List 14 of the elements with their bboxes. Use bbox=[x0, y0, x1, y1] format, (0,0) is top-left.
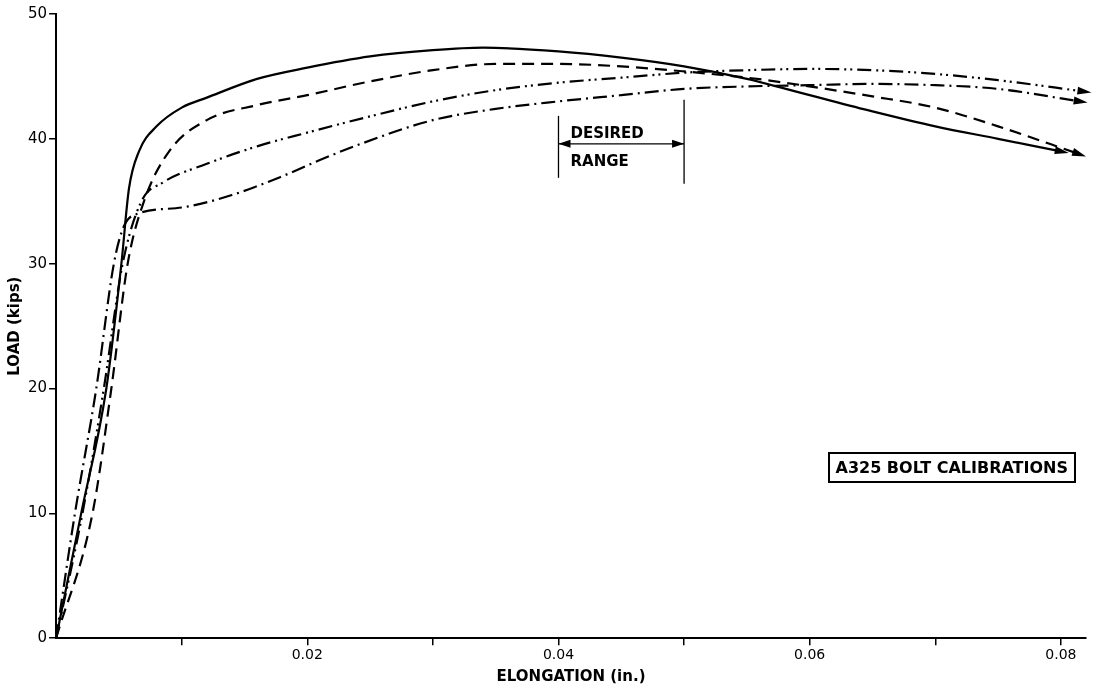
y-axis-title: LOAD (kips) bbox=[4, 276, 23, 376]
annotation: DESIRED RANGE bbox=[570, 123, 644, 170]
y-tick-label: 0 bbox=[37, 628, 48, 647]
y-tick-label: 30 bbox=[27, 253, 48, 272]
y-tick-label: 20 bbox=[27, 378, 48, 397]
annotation: A325 BOLT CALIBRATIONS bbox=[827, 452, 1076, 483]
y-tick-label: 40 bbox=[27, 128, 48, 147]
y-tick-label: 10 bbox=[27, 503, 48, 522]
y-tick-label: 50 bbox=[27, 3, 48, 22]
x-tick-label: 0.04 bbox=[542, 646, 575, 663]
x-tick-label: 0.06 bbox=[794, 646, 826, 663]
x-tick-label: 0.08 bbox=[1045, 646, 1077, 663]
x-tick-label: 0.02 bbox=[291, 646, 323, 663]
x-axis-title: ELONGATION (in.) bbox=[496, 666, 646, 685]
